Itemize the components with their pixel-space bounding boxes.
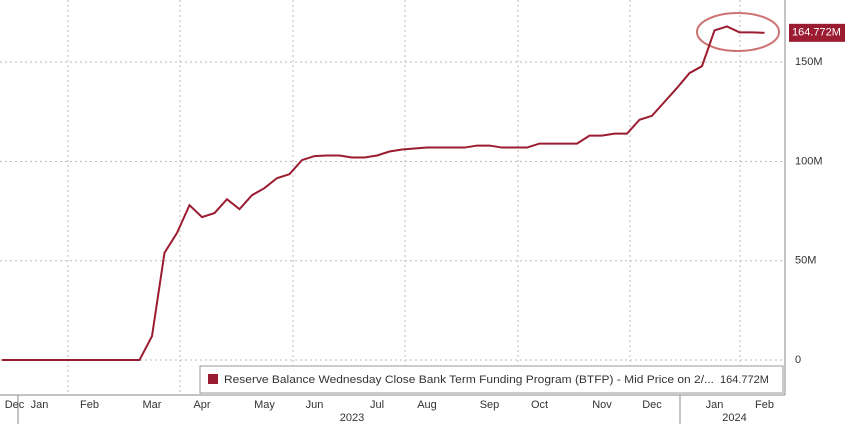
x-tick-label: May [254, 399, 275, 411]
x-tick-label: Jun [306, 399, 324, 411]
year-label: 2023 [340, 412, 364, 424]
year-label: 2024 [722, 412, 746, 424]
last-value-tag: 164.772M [789, 23, 845, 42]
legend-label: Reserve Balance Wednesday Close Bank Ter… [224, 374, 714, 386]
legend-swatch [208, 374, 218, 384]
legend: Reserve Balance Wednesday Close Bank Ter… [199, 365, 784, 394]
x-tick-label: Oct [531, 399, 548, 411]
last-value-label: 164.772M [792, 27, 841, 39]
y-tick-label: 150M [795, 56, 823, 68]
highlight-circle [696, 12, 780, 52]
series-line [2, 25, 765, 362]
x-tick-label: Dec [642, 399, 662, 411]
tag-bg [789, 23, 845, 42]
x-tick-label: Dec [5, 399, 25, 411]
x-tick-label: Nov [592, 399, 612, 411]
x-tick-label: Jul [370, 399, 384, 411]
x-tick-label: Jan [706, 399, 724, 411]
x-tick-label: Aug [417, 399, 437, 411]
x-tick-label: Apr [193, 399, 210, 411]
y-tick-label: 50M [795, 255, 816, 267]
legend-box [199, 365, 784, 394]
x-tick-label: Jan [31, 399, 49, 411]
x-tick-label: Sep [480, 399, 500, 411]
x-tick-label: Feb [80, 399, 99, 411]
legend-value: 164.772M [720, 374, 769, 386]
y-tick-label: 0 [795, 354, 801, 366]
x-tick-label: Feb [755, 399, 774, 411]
y-tick-label: 100M [795, 155, 823, 167]
vertical-grid [67, 0, 741, 395]
x-tick-label: Mar [143, 399, 162, 411]
